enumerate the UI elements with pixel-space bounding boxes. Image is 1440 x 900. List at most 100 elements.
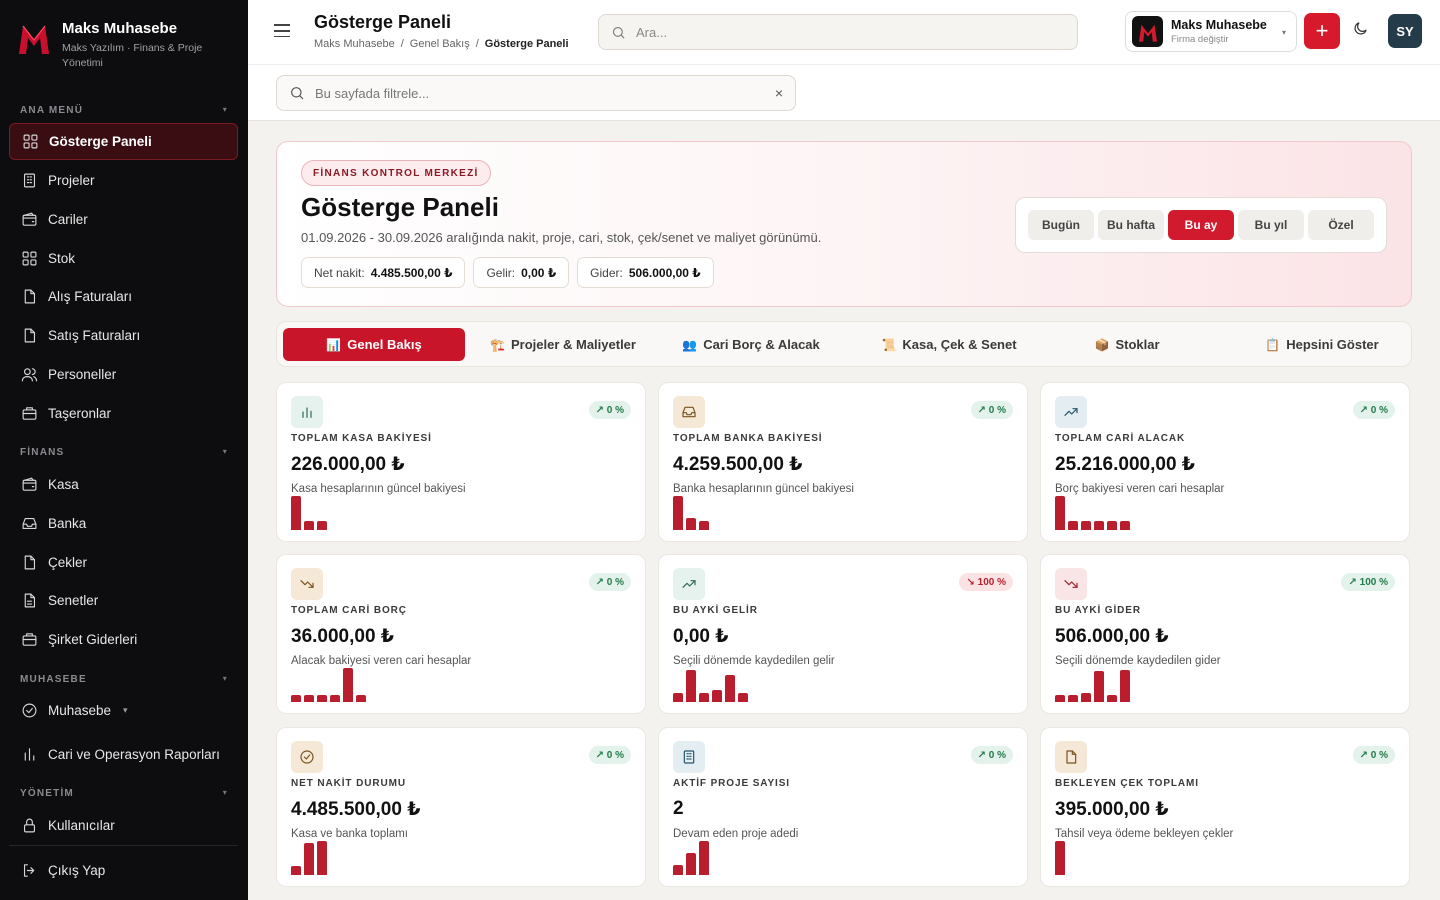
breadcrumb-item[interactable]: Genel Bakış bbox=[409, 38, 470, 50]
kpi-description: Devam eden proje adedi bbox=[673, 828, 799, 840]
sidebar-item-label: Projeler bbox=[48, 173, 95, 188]
chevron-down-icon: ▾ bbox=[222, 105, 228, 114]
sparkline-bar bbox=[291, 496, 301, 530]
file-text-icon bbox=[24, 593, 36, 608]
sidebar-item-projeler[interactable]: Projeler bbox=[9, 162, 238, 199]
tab-hepsini-goster[interactable]: 📋 Hepsini Göster bbox=[1237, 328, 1407, 361]
sparkline-bar bbox=[738, 693, 748, 702]
section-title-ana-menu[interactable]: ANA MENÜ ▾ bbox=[20, 105, 228, 116]
company-switch-hint: Firma değiştir bbox=[1171, 34, 1229, 45]
hero-stats: Net nakit: 4.485.500,00 ₺ Gelir: 0,00 ₺ Gi… bbox=[301, 257, 714, 288]
breadcrumb: Maks Muhasebe / Genel Bakış / Gösterge P… bbox=[314, 38, 569, 50]
sidebar-item-senetler[interactable]: Senetler bbox=[9, 582, 238, 619]
kpi-card[interactable]: ↗ 0 % TOPLAM BANKA BAKİYESİ 4.259.500,00 ₺… bbox=[658, 382, 1028, 542]
sparkline-chart bbox=[673, 839, 709, 875]
trend-badge: ↗ 0 % bbox=[588, 746, 631, 764]
tab-kasa-cek-senet[interactable]: 📜 Kasa, Çek & Senet bbox=[849, 328, 1049, 361]
sparkline-bar bbox=[356, 695, 366, 702]
wallet-icon bbox=[22, 477, 37, 491]
range-ozel[interactable]: Özel bbox=[1308, 210, 1374, 240]
trend-badge: ↗ 100 % bbox=[1341, 573, 1395, 591]
section-title-muhasebe[interactable]: MUHASEBE ▾ bbox=[20, 674, 228, 685]
tab-projeler-maliyetler[interactable]: 🏗️ Projeler & Maliyetler bbox=[473, 328, 653, 361]
page-filter[interactable]: × bbox=[276, 75, 796, 111]
sidebar-item-satis-faturalari[interactable]: Satış Faturaları bbox=[9, 317, 238, 354]
menu-toggle-icon[interactable] bbox=[274, 20, 294, 42]
kpi-description: Kasa hesaplarının güncel bakiyesi bbox=[291, 483, 466, 495]
global-search[interactable] bbox=[598, 14, 1078, 50]
section-title-text: FİNANS bbox=[20, 447, 65, 458]
wallet-icon bbox=[22, 212, 37, 226]
section-title-finans[interactable]: FİNANS ▾ bbox=[20, 447, 228, 458]
tab-cari-borc-alacak[interactable]: 👥 Cari Borç & Alacak bbox=[661, 328, 841, 361]
company-switcher[interactable]: Maks Muhasebe Firma değiştir ▾ bbox=[1125, 11, 1297, 52]
sidebar-item-label: Kullanıcılar bbox=[48, 818, 115, 833]
tab-stoklar[interactable]: 📦 Stoklar bbox=[1057, 328, 1197, 361]
sparkline-bar bbox=[1055, 496, 1065, 530]
search-input[interactable] bbox=[636, 24, 1036, 40]
sparkline-bar bbox=[1055, 695, 1065, 702]
bar-chart-icon bbox=[291, 396, 323, 428]
sidebar-item-gosterge-paneli[interactable]: Gösterge Paneli bbox=[9, 123, 238, 160]
hero-badge: FİNANS KONTROL MERKEZİ bbox=[301, 160, 491, 186]
sidebar-item-taseronlar[interactable]: Taşeronlar bbox=[9, 395, 238, 432]
section-title-text: ANA MENÜ bbox=[20, 105, 84, 116]
breadcrumb-item[interactable]: Maks Muhasebe bbox=[314, 38, 395, 50]
sparkline-chart bbox=[673, 666, 748, 702]
sidebar-item-label: Satış Faturaları bbox=[48, 328, 141, 343]
tab-label: Kasa, Çek & Senet bbox=[902, 337, 1017, 352]
kpi-card[interactable]: ↗ 100 % BU AYKİ GİDER 506.000,00 ₺ Seçili d… bbox=[1040, 554, 1410, 714]
file-icon bbox=[1055, 741, 1087, 773]
kpi-label: BU AYKİ GİDER bbox=[1055, 605, 1141, 616]
kpi-card[interactable]: ↗ 0 % TOPLAM CARİ ALACAK 25.216.000,00 ₺ Bo… bbox=[1040, 382, 1410, 542]
range-bu-hafta[interactable]: Bu hafta bbox=[1098, 210, 1164, 240]
sidebar-item-banka[interactable]: Banka bbox=[9, 505, 238, 542]
kpi-card[interactable]: ↗ 0 % TOPLAM KASA BAKİYESİ 226.000,00 ₺ Kas… bbox=[276, 382, 646, 542]
kpi-card[interactable]: ↘ 100 % BU AYKİ GELİR 0,00 ₺ Seçili dönemde… bbox=[658, 554, 1028, 714]
sparkline-bar bbox=[1081, 521, 1091, 530]
moon-icon[interactable] bbox=[1352, 20, 1376, 44]
stat-label: Net nakit: bbox=[314, 265, 365, 280]
trend-badge: ↗ 0 % bbox=[970, 746, 1013, 764]
sparkline-bar bbox=[317, 521, 327, 530]
chevron-down-icon: ▾ bbox=[123, 705, 128, 715]
sidebar-item-cariler[interactable]: Cariler bbox=[9, 201, 238, 238]
sidebar-item-kullanicilar[interactable]: Kullanıcılar bbox=[9, 807, 238, 844]
sparkline-bar bbox=[304, 843, 314, 875]
sidebar-item-stok[interactable]: Stok bbox=[9, 240, 238, 277]
close-icon[interactable]: × bbox=[774, 85, 783, 101]
sidebar-item-cikis-yap[interactable]: Çıkış Yap bbox=[9, 852, 238, 889]
kpi-card[interactable]: ↗ 0 % TOPLAM CARİ BORÇ 36.000,00 ₺ Alacak b… bbox=[276, 554, 646, 714]
hero-title: Gösterge Paneli bbox=[301, 192, 499, 222]
section-title-text: MUHASEBE bbox=[20, 674, 87, 685]
range-bugun[interactable]: Bugün bbox=[1028, 210, 1094, 240]
add-button[interactable]: + bbox=[1304, 13, 1340, 49]
sidebar-item-personeller[interactable]: Personeller bbox=[9, 356, 238, 393]
sidebar-item-muhasebe[interactable]: Muhasebe ▾ bbox=[9, 692, 238, 729]
top-header: Gösterge Paneli Maks Muhasebe / Genel Ba… bbox=[248, 0, 1440, 64]
sidebar-item-cari-ve-operasyon-raporlari[interactable]: Cari ve Operasyon Raporları bbox=[9, 736, 238, 773]
sparkline-bar bbox=[1120, 670, 1130, 702]
page-filter-input[interactable] bbox=[315, 85, 755, 101]
sparkline-chart bbox=[1055, 494, 1130, 530]
kpi-card[interactable]: ↗ 0 % NET NAKİT DURUMU 4.485.500,00 ₺ Kasa … bbox=[276, 727, 646, 887]
sparkline-bar bbox=[291, 695, 301, 702]
kpi-label: BEKLEYEN ÇEK TOPLAMI bbox=[1055, 778, 1199, 789]
kpi-card[interactable]: ↗ 0 % AKTİF PROJE SAYISI 2 Devam eden proje… bbox=[658, 727, 1028, 887]
sidebar-item-alis-faturalari[interactable]: Alış Faturaları bbox=[9, 278, 238, 315]
section-title-yonetim[interactable]: YÖNETİM ▾ bbox=[20, 788, 228, 799]
range-bu-ay[interactable]: Bu ay bbox=[1168, 210, 1234, 240]
brand[interactable]: Maks Muhasebe Maks Yazılım · Finans & Pr… bbox=[16, 18, 236, 71]
sparkline-bar bbox=[291, 866, 301, 875]
range-bu-yil[interactable]: Bu yıl bbox=[1238, 210, 1304, 240]
sidebar-item-sirket-giderleri[interactable]: Şirket Giderleri bbox=[9, 621, 238, 658]
kpi-card[interactable]: ↗ 0 % BEKLEYEN ÇEK TOPLAMI 395.000,00 ₺ Tah… bbox=[1040, 727, 1410, 887]
tab-genel-bakis[interactable]: 📊 Genel Bakış bbox=[283, 328, 465, 361]
sidebar-item-kasa[interactable]: Kasa bbox=[9, 466, 238, 503]
grid-icon bbox=[22, 251, 37, 266]
sparkline-bar bbox=[712, 690, 722, 702]
kpi-description: Alacak bakiyesi veren cari hesaplar bbox=[291, 655, 472, 667]
sparkline-chart bbox=[291, 839, 327, 875]
avatar[interactable]: SY bbox=[1388, 14, 1422, 48]
sidebar-item-cekler[interactable]: Çekler bbox=[9, 544, 238, 581]
